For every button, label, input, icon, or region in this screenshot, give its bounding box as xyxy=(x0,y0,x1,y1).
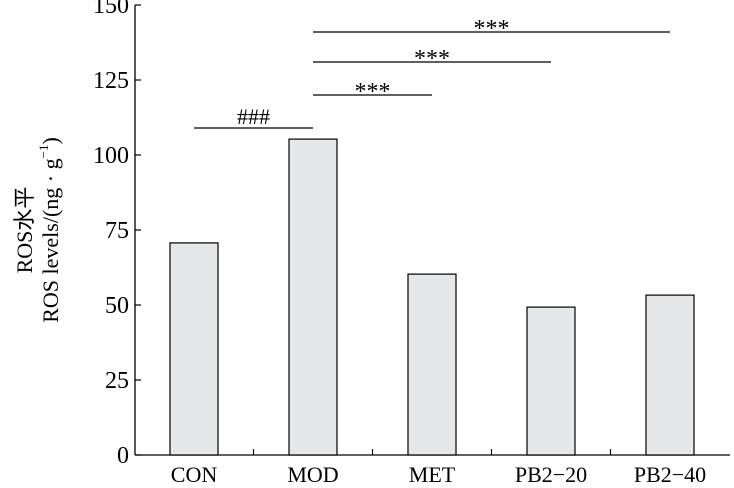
bar-MOD xyxy=(288,138,338,456)
y-tick-label: 125 xyxy=(93,68,129,94)
y-axis-label: ROS水平 ROS levels/(ng · g−1) xyxy=(12,137,63,323)
bar-MET xyxy=(407,273,457,456)
x-tick-label: MOD xyxy=(287,462,338,487)
significance-label: *** xyxy=(414,46,450,72)
x-tick-label: MET xyxy=(409,462,456,487)
bar-CON xyxy=(169,242,219,456)
y-tick-label: 75 xyxy=(105,218,129,244)
y-axis-label-en: ROS levels/(ng · g−1) xyxy=(36,137,63,323)
y-tick-label: 0 xyxy=(117,443,129,469)
y-tick-label: 100 xyxy=(93,143,129,169)
significance-label: *** xyxy=(474,16,510,42)
y-tick-label: 150 xyxy=(93,0,129,19)
x-tick-label: PB2−20 xyxy=(515,462,587,487)
bar-PB2−20 xyxy=(526,306,576,456)
x-tick-label: PB2−40 xyxy=(634,462,706,487)
x-tick-label: CON xyxy=(171,462,218,487)
y-axis-label-cn: ROS水平 xyxy=(12,187,37,274)
bar-PB2−40 xyxy=(645,294,695,456)
significance-label: *** xyxy=(355,79,391,105)
y-tick-label: 50 xyxy=(105,293,129,319)
y-tick-label: 25 xyxy=(105,368,129,394)
significance-label: ### xyxy=(237,104,270,129)
